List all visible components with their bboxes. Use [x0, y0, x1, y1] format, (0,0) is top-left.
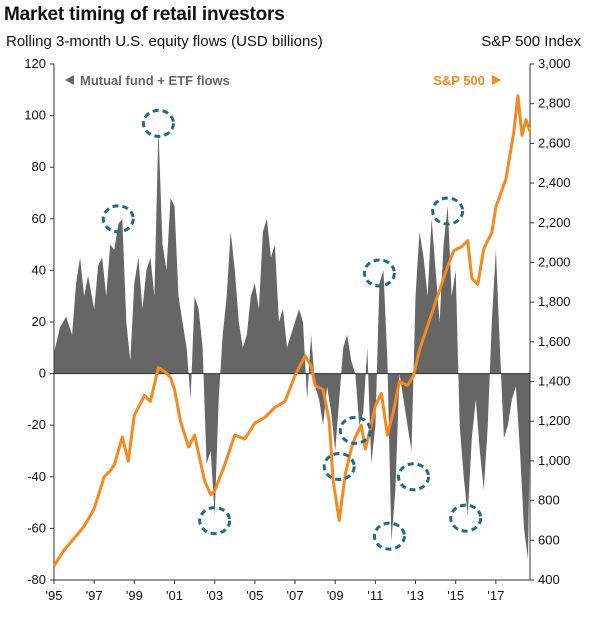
axes: -80 -60 -40 -20 0 20 40 60 80 100 120 400 600 800 1,00… [24, 56, 570, 603]
x-axis-tick-label: '09 [327, 588, 344, 603]
highlight-circle [449, 503, 483, 533]
right-axis-tick-label: 2,600 [538, 135, 571, 150]
right-axis-tick-label: 3,000 [538, 56, 571, 71]
left-axis-tick-label: 40 [32, 262, 46, 277]
right-axis-tick-label: 2,200 [538, 215, 571, 230]
right-axis-tick-label: 1,000 [538, 453, 571, 468]
left-axis-tick-label: 0 [39, 366, 46, 381]
highlight-circle [431, 196, 465, 226]
left-axis-tick-label: -80 [27, 572, 46, 587]
legend-label-flows: Mutual fund + ETF flows [80, 73, 230, 88]
sp500-series [52, 94, 532, 567]
chart-subtitle: Rolling 3-month U.S. equity flows (USD b… [6, 33, 323, 50]
highlight-circle [198, 506, 232, 536]
right-axis-tick-label: 600 [538, 532, 560, 547]
left-axis-tick-label: 60 [32, 211, 46, 226]
highlight-circle [397, 462, 431, 492]
right-axis-tick-label: 1,200 [538, 413, 571, 428]
highlight-circle [372, 521, 406, 551]
right-axis-tick-label: 1,600 [538, 334, 571, 349]
chart-title: Market timing of retail investors [4, 4, 285, 25]
left-axis-tick-label: -60 [27, 520, 46, 535]
x-axis-tick-label: '17 [487, 588, 504, 603]
highlight-circle [362, 258, 396, 288]
x-axis-tick-label: '03 [206, 588, 223, 603]
highlight-circle [322, 451, 356, 481]
right-axis-tick-label: 1,800 [538, 294, 571, 309]
legend: Mutual fund + ETF flows S&P 500 [65, 73, 501, 88]
legend-marker-flows [65, 75, 74, 85]
x-axis-tick-label: '99 [126, 588, 143, 603]
legend-marker-sp500 [492, 75, 501, 85]
left-axis-tick-label: 100 [24, 108, 46, 123]
right-axis-tick-label: 2,400 [538, 175, 571, 190]
left-axis-tick-label: 80 [32, 159, 46, 174]
left-axis-tick-label: -20 [27, 417, 46, 432]
right-axis-tick-label: 2,000 [538, 254, 571, 269]
flows-area [54, 128, 530, 560]
left-axis-tick-label: -40 [27, 469, 46, 484]
right-axis-tick-label: 400 [538, 572, 560, 587]
sp500-line [52, 94, 532, 567]
left-axis-tick-label: 20 [32, 314, 46, 329]
x-axis-tick-label: '11 [367, 588, 383, 603]
highlight-markers [101, 108, 483, 551]
x-axis-tick-label: '13 [407, 588, 424, 603]
highlight-circle [141, 108, 175, 138]
right-axis-tick-label: 800 [538, 493, 560, 508]
left-axis-tick-label: 120 [24, 56, 46, 71]
x-axis-tick-label: '15 [447, 588, 464, 603]
right-axis-title: S&P 500 Index [481, 33, 581, 50]
legend-label-sp500: S&P 500 [433, 73, 485, 88]
x-axis-tick-label: '07 [287, 588, 304, 603]
right-axis-tick-label: 1,400 [538, 374, 571, 389]
highlight-circle [101, 204, 135, 234]
x-axis-tick-label: '01 [166, 588, 183, 603]
x-axis-tick-label: '05 [246, 588, 263, 603]
right-axis-tick-label: 2,800 [538, 96, 571, 111]
highlight-circle [338, 415, 372, 445]
flows-series [54, 128, 530, 560]
x-axis-tick-label: '97 [86, 588, 103, 603]
x-axis-tick-label: '95 [46, 588, 63, 603]
